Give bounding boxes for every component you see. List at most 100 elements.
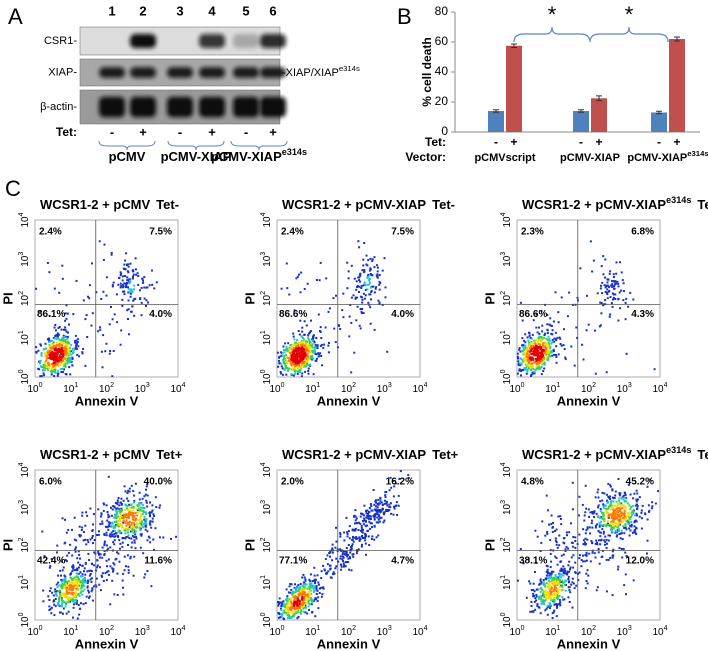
event-dot [623,548,625,550]
event-dot [342,316,344,318]
event-dot [281,365,283,367]
event-dot [105,343,107,345]
event-dot [547,329,549,331]
event-dot [383,521,385,523]
event-dot [569,568,571,570]
event-dot [71,357,73,359]
tick-exponent: 0 [39,625,43,632]
event-dot [56,551,58,553]
event-dot [362,520,364,522]
event-dot [102,291,104,293]
event-dot [291,583,293,585]
event-dot [615,273,617,275]
event-dot [603,524,605,526]
event-dot [63,342,65,344]
y-axis-label: PI [482,292,497,304]
y-tick-label: 101 [18,330,30,345]
event-dot [137,284,139,286]
event-dot [320,355,322,357]
event-dot [560,560,562,562]
event-dot [122,573,124,575]
tick-exponent: 1 [556,382,560,389]
event-dot [308,368,310,370]
event-dot [99,326,101,328]
event-dot [346,547,348,549]
event-dot [550,566,552,568]
y-axis-label: PI [242,539,257,551]
tick-exponent: 3 [146,382,150,389]
event-dot [67,529,69,531]
event-dot [56,342,58,344]
event-dot [612,306,614,308]
text-tail: Tet+ [432,447,459,462]
event-dot [374,291,376,293]
event-dot [585,587,587,589]
tick-exponent: 3 [628,382,632,389]
event-dot [604,277,606,279]
event-dot [361,311,363,313]
event-dot [384,500,386,502]
event-dot [117,573,119,575]
event-dot [111,515,113,517]
event-dot [553,593,555,595]
event-dot [124,293,126,295]
event-dot [335,527,337,529]
tick-exponent: 3 [388,382,392,389]
event-dot [560,576,562,578]
event-dot [50,612,52,614]
event-dot [113,533,115,535]
event-dot [145,489,147,491]
text-tail: Tet- [432,197,455,212]
quadrant-percent: 86.6% [519,309,547,320]
event-dot [558,321,560,323]
y-tick-label: 103 [500,252,512,267]
event-dot [74,517,76,519]
event-dot [85,581,87,583]
event-dot [66,555,68,557]
tick-exponent: 2 [352,382,356,389]
lane-number: 5 [242,3,249,18]
event-dot [359,275,361,277]
event-dot [45,360,47,362]
event-dot [590,540,592,542]
event-dot [298,616,300,618]
event-dot [56,595,58,597]
event-dot [106,579,108,581]
event-dot [620,533,622,535]
y-axis-label: PI [0,292,15,304]
event-dot [630,530,632,532]
event-dot [529,333,531,335]
event-dot [579,267,581,269]
tick-exponent: 1 [18,575,25,579]
text-tail: Tet- [697,197,708,212]
event-dot [76,354,78,356]
event-dot [366,255,368,257]
event-dot [530,369,532,371]
event-dot [74,342,76,344]
tick-base: 10 [262,541,273,553]
event-dot [80,590,82,592]
event-dot [349,525,351,527]
event-dot [127,286,129,288]
tick-base: 10 [63,627,75,638]
event-dot [132,518,134,520]
event-dot [532,372,534,374]
event-dot [574,547,576,549]
event-dot [131,546,133,548]
event-dot [617,504,619,506]
event-dot [140,507,142,509]
event-dot [106,565,108,567]
event-dot [544,589,546,591]
event-dot [73,603,75,605]
event-dot [582,504,584,506]
event-dot [383,512,385,514]
event-dot [111,252,113,254]
panel-label: A [8,4,23,29]
event-dot [130,263,132,265]
event-dot [624,501,626,503]
event-dot [567,564,569,566]
event-dot [619,547,621,549]
event-dot [630,494,632,496]
quadrant-percent: 42.4% [37,555,65,566]
event-dot [574,536,576,538]
